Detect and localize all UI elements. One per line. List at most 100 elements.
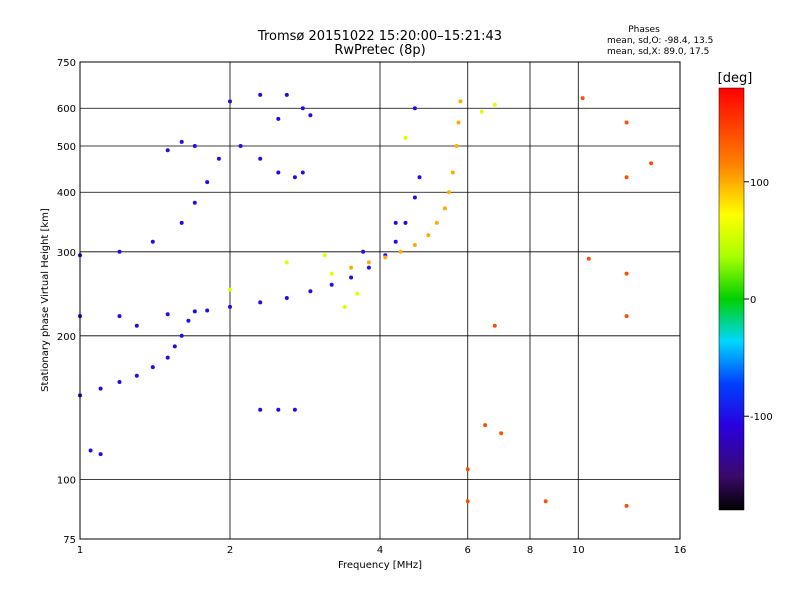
data-point <box>228 99 232 104</box>
data-point <box>403 220 408 225</box>
data-point <box>624 120 629 125</box>
data-point <box>258 300 263 305</box>
data-point <box>258 407 263 412</box>
data-point <box>349 265 354 270</box>
data-point <box>186 318 191 323</box>
colorbar-gradient <box>718 87 745 511</box>
x-tick-label: 8 <box>527 545 533 556</box>
phases-line-o: mean, sd,O: -98.4, 13.5 <box>607 36 713 46</box>
data-point <box>417 175 422 180</box>
x-axis-label: Frequency [MHz] <box>338 560 422 571</box>
data-point <box>192 309 197 314</box>
data-point <box>329 282 334 287</box>
colorbar-label: [deg] <box>718 71 753 86</box>
data-point <box>412 106 417 111</box>
data-point <box>383 255 388 260</box>
data-point <box>492 102 497 107</box>
data-point <box>342 304 347 309</box>
data-point <box>179 333 184 338</box>
y-tick-label: 600 <box>57 104 76 115</box>
data-point <box>624 271 629 276</box>
data-point <box>150 365 155 370</box>
data-point <box>329 271 334 276</box>
data-point <box>492 323 497 328</box>
data-point <box>284 92 289 97</box>
data-point <box>366 265 371 270</box>
chart-subtitle: RwPretec (8p) <box>334 43 425 58</box>
data-point <box>292 407 297 412</box>
data-point <box>165 312 170 317</box>
y-axis-label: Stationary phase Virtual Height [km] <box>40 208 51 392</box>
data-point <box>479 109 484 114</box>
data-point <box>442 206 447 211</box>
data-point <box>586 256 591 261</box>
data-point <box>434 220 439 225</box>
data-point <box>624 314 629 319</box>
data-point <box>300 170 305 175</box>
data-point <box>426 233 431 238</box>
y-tick-label: 400 <box>57 188 76 199</box>
y-tick-label: 75 <box>63 535 76 546</box>
data-points <box>78 92 654 508</box>
data-point <box>88 448 93 453</box>
data-point <box>172 344 177 349</box>
data-point <box>398 249 403 254</box>
data-point <box>649 161 654 166</box>
data-point <box>276 170 281 175</box>
data-point <box>454 144 459 148</box>
data-point <box>98 452 103 457</box>
phases-heading: Phases <box>628 25 660 35</box>
colorbar-tick-label: 0 <box>750 295 756 306</box>
data-point <box>580 96 585 101</box>
x-tick-label: 1 <box>77 545 83 556</box>
data-point <box>238 144 243 148</box>
data-point <box>258 92 263 97</box>
data-point <box>205 180 210 185</box>
data-point <box>308 113 313 118</box>
y-axis: 75 100 200 300 400 500 600 750 <box>57 58 76 546</box>
data-point <box>228 304 232 309</box>
data-point <box>412 243 417 247</box>
data-point <box>284 296 289 300</box>
phases-line-x: mean, sd,X: 89.0, 17.5 <box>607 47 709 57</box>
data-point <box>117 380 122 384</box>
colorbar-ticks: 100 0 -100 <box>744 178 773 423</box>
y-tick-label: 750 <box>57 58 76 69</box>
data-point <box>446 190 451 195</box>
data-point <box>403 135 408 140</box>
data-point <box>355 291 360 296</box>
data-point <box>543 499 548 504</box>
data-point <box>393 239 398 244</box>
data-point <box>624 503 629 508</box>
data-point <box>258 156 263 161</box>
y-tick-label: 300 <box>57 248 76 259</box>
data-point <box>205 308 210 313</box>
data-point <box>292 175 297 180</box>
data-point <box>300 106 305 111</box>
x-tick-label: 10 <box>572 545 585 556</box>
data-point <box>117 249 122 254</box>
data-point <box>450 170 455 175</box>
y-tick-label: 200 <box>57 332 76 343</box>
x-tick-label: 16 <box>674 545 687 556</box>
data-point <box>361 249 366 254</box>
data-point <box>349 275 354 280</box>
data-point <box>276 116 281 121</box>
data-point <box>228 287 232 292</box>
data-point <box>284 260 289 265</box>
data-point <box>150 239 155 244</box>
data-point <box>366 260 371 265</box>
data-point <box>134 323 139 328</box>
data-point <box>499 431 504 436</box>
data-point <box>483 423 488 428</box>
x-tick-label: 6 <box>465 545 471 556</box>
data-point <box>192 144 197 148</box>
x-tick-label: 2 <box>227 545 233 556</box>
plot-grid <box>80 62 680 539</box>
data-point <box>322 253 327 258</box>
data-point <box>308 289 313 294</box>
x-tick-label: 4 <box>377 545 383 556</box>
data-point <box>192 200 197 205</box>
data-point <box>134 373 139 378</box>
